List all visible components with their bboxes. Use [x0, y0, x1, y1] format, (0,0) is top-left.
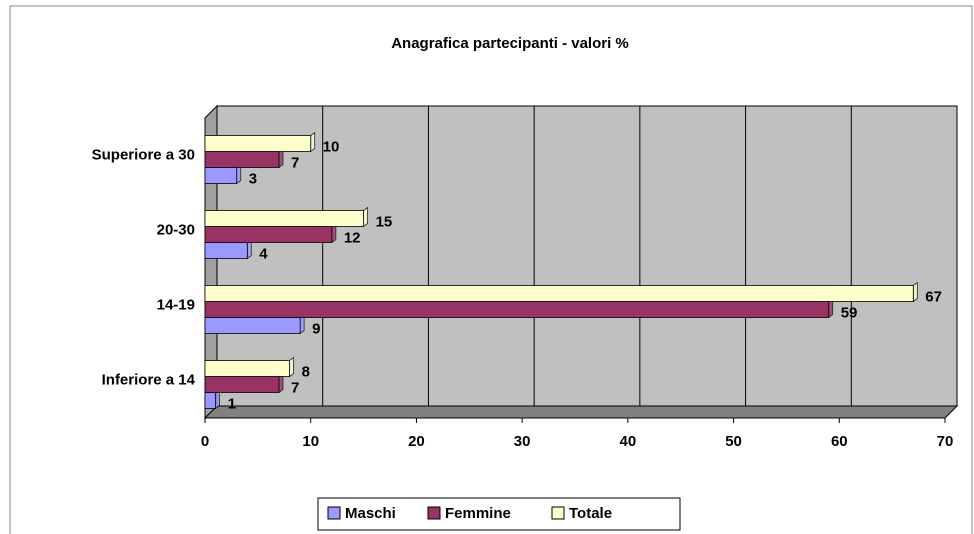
x-tick-label: 70: [937, 433, 954, 450]
bar: [204, 317, 301, 334]
value-label: 59: [841, 304, 858, 321]
x-tick-label: 50: [725, 433, 742, 450]
value-label: 10: [323, 138, 340, 155]
x-tick-label: 10: [302, 433, 319, 450]
value-label: 67: [925, 288, 942, 305]
bar: [204, 226, 333, 243]
value-label: 7: [291, 154, 299, 171]
bar: [204, 285, 914, 302]
bar: [204, 376, 280, 393]
legend-box: [317, 497, 681, 531]
bar: [204, 135, 312, 152]
y-tick-label: Superiore a 30: [92, 146, 195, 163]
bar: [204, 151, 280, 168]
x-tick-label: 40: [620, 433, 637, 450]
legend-label: Femmine: [445, 505, 511, 522]
y-tick-label: 20-30: [157, 221, 195, 238]
legend-label: Totale: [569, 505, 612, 522]
chart-title: Anagrafica partecipanti - valori %: [391, 35, 629, 52]
x-tick-label: 60: [831, 433, 848, 450]
bar: [204, 210, 364, 227]
y-tick-label: Inferiore a 14: [102, 371, 196, 388]
legend-swatch: [427, 506, 441, 520]
value-label: 15: [376, 213, 393, 230]
x-tick-label: 0: [201, 433, 209, 450]
value-label: 9: [312, 320, 320, 337]
legend-label: Maschi: [345, 505, 396, 522]
x-tick-label: 20: [408, 433, 425, 450]
bar-side: [912, 281, 918, 303]
value-label: 8: [302, 363, 310, 380]
bar: [204, 167, 238, 184]
bar-side: [289, 356, 294, 378]
bar: [204, 392, 216, 409]
y-tick-label: 14-19: [157, 296, 195, 313]
legend-swatch: [327, 506, 341, 520]
bar: [204, 242, 248, 259]
value-label: 4: [259, 245, 268, 262]
x-tick-label: 30: [514, 433, 531, 450]
bar: [204, 301, 830, 318]
bar: [204, 360, 290, 377]
value-label: 1: [228, 395, 236, 412]
value-label: 7: [291, 379, 299, 396]
bar-side: [310, 131, 316, 153]
floor: [203, 405, 959, 419]
value-label: 12: [344, 229, 361, 246]
bar-side: [363, 206, 368, 228]
value-label: 3: [249, 170, 257, 187]
legend-swatch: [551, 506, 565, 520]
